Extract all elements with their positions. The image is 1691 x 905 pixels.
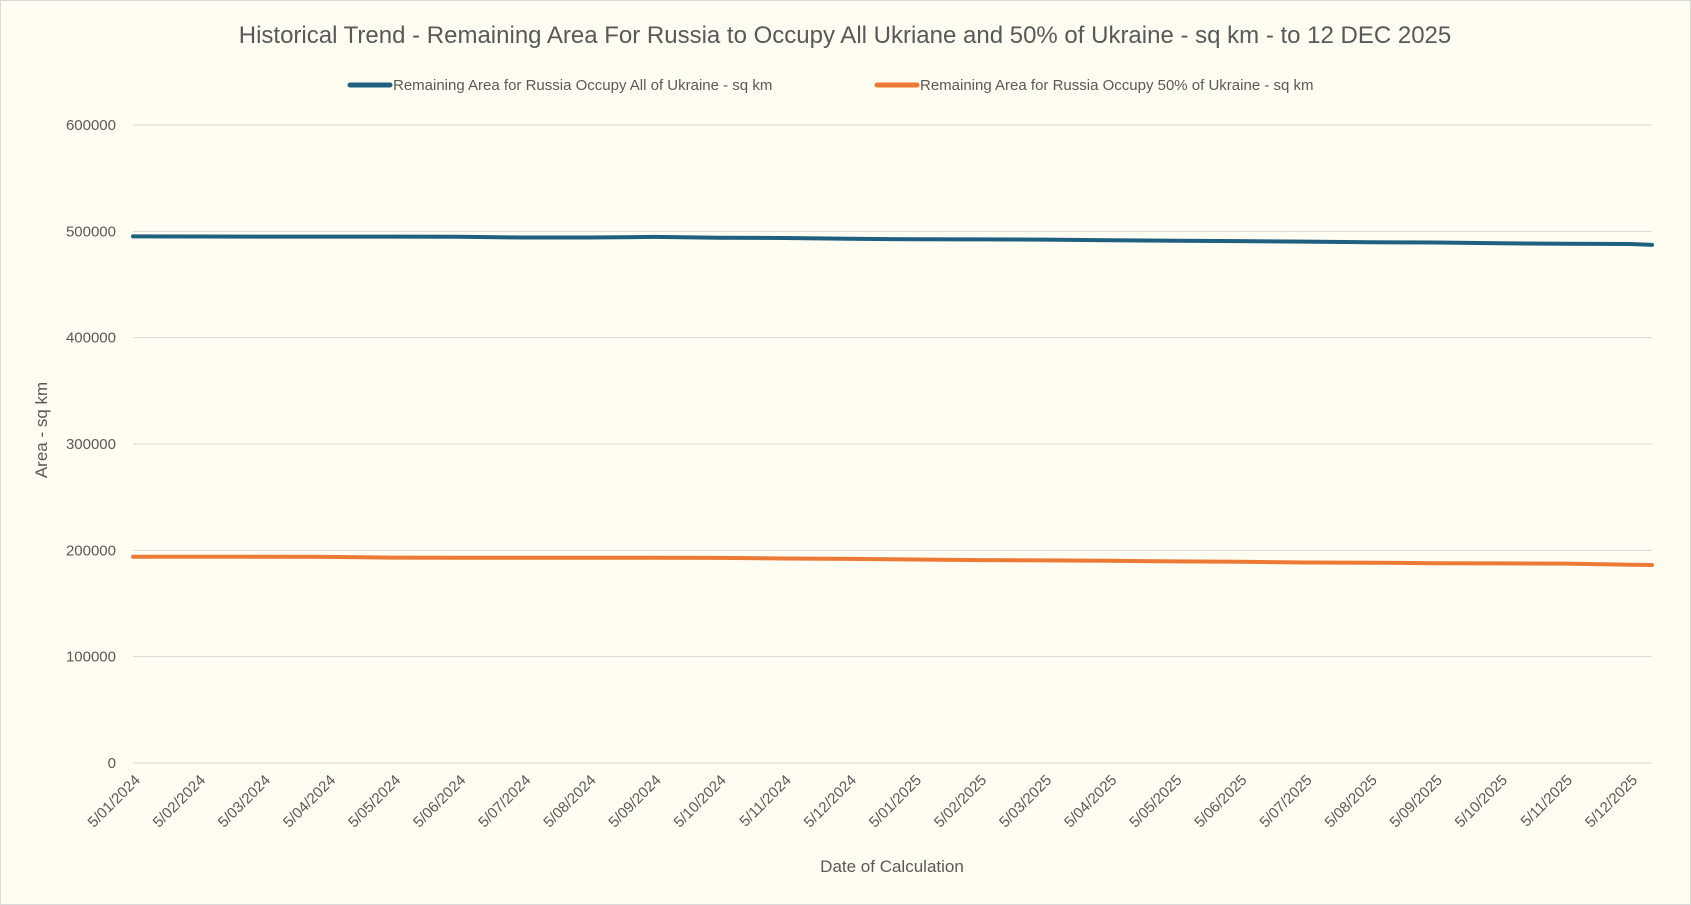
y-tick-label: 500000 xyxy=(66,223,116,240)
gridlines xyxy=(133,124,1652,764)
y-tick-label: 300000 xyxy=(66,436,116,453)
legend: Remaining Area for Russia Occupy All of … xyxy=(347,77,1314,94)
x-tick-label: 5/11/2025 xyxy=(1518,772,1576,830)
x-tick-label: 5/02/2025 xyxy=(931,772,990,831)
legend-label-half-ukraine: Remaining Area for Russia Occupy 50% of … xyxy=(920,77,1314,94)
x-tick-label: 5/07/2024 xyxy=(475,772,534,831)
x-tick-label: 5/08/2024 xyxy=(540,772,599,831)
x-tick-label: 5/02/2024 xyxy=(150,772,209,831)
y-tick-label: 200000 xyxy=(66,542,116,559)
y-axis-ticks: 0 100000 200000 300000 400000 500000 600000 xyxy=(66,117,116,772)
x-tick-label: 5/04/2025 xyxy=(1061,772,1120,831)
y-tick-label: 400000 xyxy=(66,330,116,347)
y-tick-label: 600000 xyxy=(66,117,116,134)
x-tick-label: 5/06/2025 xyxy=(1191,772,1250,831)
series-lines xyxy=(131,234,1654,567)
x-tick-label: 5/12/2025 xyxy=(1582,772,1641,831)
x-tick-label: 5/05/2025 xyxy=(1126,772,1185,831)
x-axis-ticks: 5/01/2024 5/02/2024 5/03/2024 5/04/2024 5/05… xyxy=(85,772,1642,831)
x-tick-label: 5/06/2024 xyxy=(410,772,469,831)
x-axis-title: Date of Calculation xyxy=(820,857,964,876)
chart-title: Historical Trend - Remaining Area For Ru… xyxy=(239,22,1452,49)
x-tick-label: 5/11/2024 xyxy=(736,772,794,830)
series-line-half-ukraine xyxy=(131,554,1654,567)
x-tick-label: 5/10/2024 xyxy=(671,772,730,831)
y-tick-label: 0 xyxy=(108,755,116,772)
x-tick-label: 5/08/2025 xyxy=(1322,772,1381,831)
x-tick-label: 5/01/2025 xyxy=(866,772,925,831)
x-tick-label: 5/01/2024 xyxy=(85,772,144,831)
x-tick-label: 5/03/2024 xyxy=(215,772,274,831)
y-axis-title: Area - sq km xyxy=(32,382,51,478)
x-tick-label: 5/04/2024 xyxy=(280,772,339,831)
legend-label-all-ukraine: Remaining Area for Russia Occupy All of … xyxy=(393,77,772,94)
x-tick-label: 5/09/2025 xyxy=(1387,772,1446,831)
x-tick-label: 5/03/2025 xyxy=(996,772,1055,831)
x-tick-label: 5/10/2025 xyxy=(1452,772,1511,831)
y-tick-label: 100000 xyxy=(66,649,116,666)
x-tick-label: 5/07/2025 xyxy=(1256,772,1315,831)
series-line-all-ukraine xyxy=(131,234,1654,247)
x-tick-label: 5/12/2024 xyxy=(801,772,860,831)
x-tick-label: 5/05/2024 xyxy=(345,772,404,831)
x-tick-label: 5/09/2024 xyxy=(605,772,664,831)
